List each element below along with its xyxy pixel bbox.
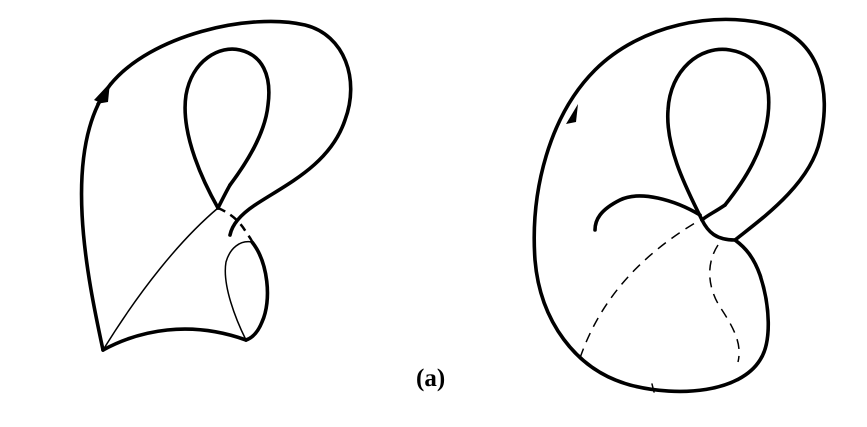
right-neck [700, 218, 737, 242]
right-outer-boundary [593, 194, 702, 232]
right-hidden-lower-curve [708, 244, 740, 363]
left-inner-curve [224, 240, 253, 341]
right-outer-shell [532, 17, 827, 394]
left-lower-lobe [244, 240, 270, 342]
figure-caption: (a) [416, 365, 446, 392]
left-loop [183, 47, 271, 210]
left-arrow-head [96, 82, 110, 104]
right-loop [666, 47, 771, 222]
right-direction-arrow-icon [566, 104, 578, 124]
left-direction-arrow-icon [94, 85, 108, 103]
right-hidden-sheet-edge [579, 219, 701, 359]
left-hidden-neck [217, 206, 254, 243]
right-neck-upper [700, 203, 727, 222]
right-bottom-tick [651, 383, 655, 393]
right-surface-drawing [532, 17, 827, 394]
left-bottom-edge [101, 327, 248, 352]
left-neck [216, 183, 232, 210]
left-outer-boundary [79, 19, 353, 352]
left-surface-drawing [79, 19, 353, 352]
left-sheet-edge [102, 207, 219, 351]
